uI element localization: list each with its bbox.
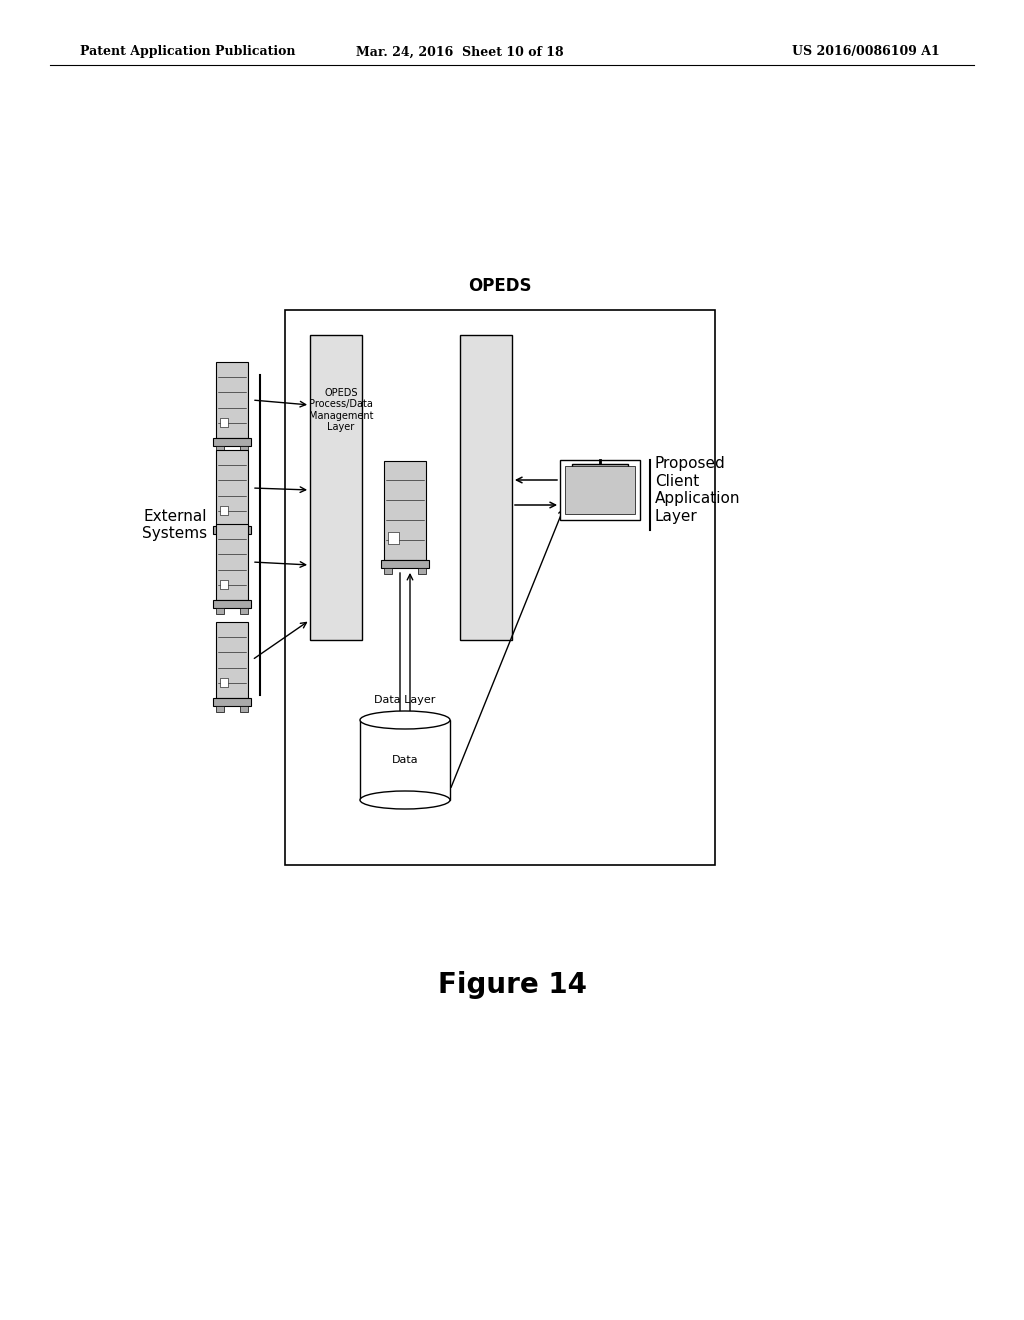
Bar xyxy=(213,527,251,535)
Bar xyxy=(360,719,450,800)
Bar xyxy=(213,698,251,706)
Bar xyxy=(220,677,228,686)
Bar xyxy=(216,609,224,614)
Ellipse shape xyxy=(360,711,450,729)
Text: Patent Application Publication: Patent Application Publication xyxy=(80,45,296,58)
Bar xyxy=(216,622,248,698)
Bar xyxy=(213,438,251,446)
Text: US 2016/0086109 A1: US 2016/0086109 A1 xyxy=(793,45,940,58)
Text: OPEDS: OPEDS xyxy=(468,277,531,294)
Bar xyxy=(418,568,426,573)
Bar xyxy=(216,450,248,527)
Text: Proposed
Client
Application
Layer: Proposed Client Application Layer xyxy=(655,457,740,524)
Bar xyxy=(568,474,632,490)
Bar xyxy=(241,535,248,540)
Ellipse shape xyxy=(360,791,450,809)
Text: External
Systems: External Systems xyxy=(142,508,208,541)
Bar xyxy=(560,459,640,520)
Bar xyxy=(388,532,398,544)
Bar xyxy=(381,560,429,568)
Bar xyxy=(565,466,635,513)
Bar xyxy=(220,417,228,426)
Bar xyxy=(384,568,392,573)
Text: Figure 14: Figure 14 xyxy=(437,972,587,999)
Bar xyxy=(572,465,628,474)
Bar xyxy=(241,446,248,453)
Bar xyxy=(216,446,224,453)
Bar xyxy=(285,310,715,865)
Text: Data: Data xyxy=(392,755,419,766)
Bar xyxy=(220,579,228,589)
Text: OPEDS
Process/Data
Management
Layer: OPEDS Process/Data Management Layer xyxy=(309,388,374,433)
Text: Data Layer: Data Layer xyxy=(375,696,435,705)
Bar xyxy=(216,362,248,438)
Bar xyxy=(241,609,248,614)
Bar xyxy=(216,524,248,601)
Bar xyxy=(384,461,426,560)
Bar xyxy=(213,601,251,609)
Bar xyxy=(216,535,224,540)
Bar xyxy=(216,706,224,713)
Bar xyxy=(460,335,512,640)
Bar xyxy=(241,706,248,713)
Bar xyxy=(310,335,362,640)
Bar xyxy=(220,506,228,515)
Text: Mar. 24, 2016  Sheet 10 of 18: Mar. 24, 2016 Sheet 10 of 18 xyxy=(356,45,564,58)
